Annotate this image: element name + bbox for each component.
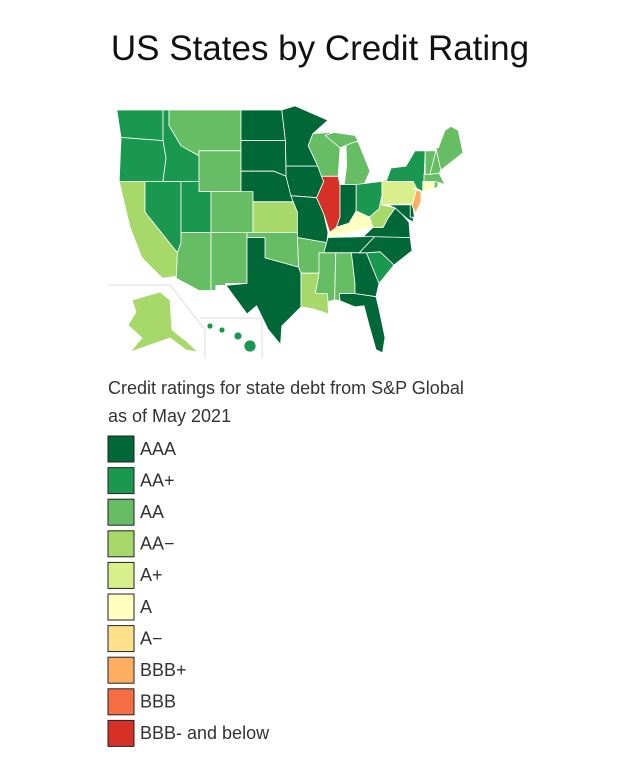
legend-swatch — [107, 435, 135, 463]
legend-label: A+ — [140, 565, 163, 585]
caption: as of May 2021 — [108, 406, 231, 426]
legend-label: BBB+ — [140, 660, 187, 680]
legend-label: BBB- and below — [140, 723, 270, 743]
legend-swatch — [107, 498, 135, 526]
us-map — [108, 105, 464, 358]
legend-label: AA− — [140, 534, 175, 554]
legend-label: A — [140, 597, 152, 617]
title: US States by Credit Rating — [111, 29, 529, 68]
legend-label: A− — [140, 628, 163, 648]
state — [243, 339, 257, 353]
state — [324, 131, 359, 149]
legend-swatch — [107, 530, 135, 558]
legend-label: AA — [140, 502, 164, 522]
legend-swatch — [107, 719, 135, 747]
state — [338, 293, 386, 354]
legend-label: BBB — [140, 692, 176, 712]
legend-swatch — [107, 625, 135, 653]
legend-swatch — [107, 656, 135, 684]
state — [210, 191, 254, 233]
legend-swatch — [107, 593, 135, 621]
state — [175, 231, 212, 291]
state — [116, 109, 164, 142]
state — [435, 125, 464, 171]
state — [381, 177, 418, 206]
state — [422, 180, 435, 193]
inset-border — [200, 317, 263, 358]
state — [225, 237, 302, 346]
state — [118, 137, 167, 182]
state — [252, 201, 298, 233]
state — [343, 141, 371, 185]
state — [285, 165, 325, 199]
legend-label: AAA — [140, 439, 176, 459]
caption: Credit ratings for state debt from S&P G… — [108, 378, 464, 398]
state — [127, 291, 199, 353]
legend-swatch — [107, 467, 135, 495]
state — [198, 150, 242, 193]
state — [233, 331, 243, 341]
state — [218, 326, 226, 334]
state — [385, 150, 426, 193]
legend-swatch — [107, 561, 135, 589]
state — [210, 231, 248, 291]
state — [206, 322, 214, 330]
state — [240, 109, 286, 142]
legend-label: AA+ — [140, 470, 175, 490]
inset-border — [108, 284, 206, 358]
state — [411, 188, 422, 214]
legend-swatch — [107, 688, 135, 716]
